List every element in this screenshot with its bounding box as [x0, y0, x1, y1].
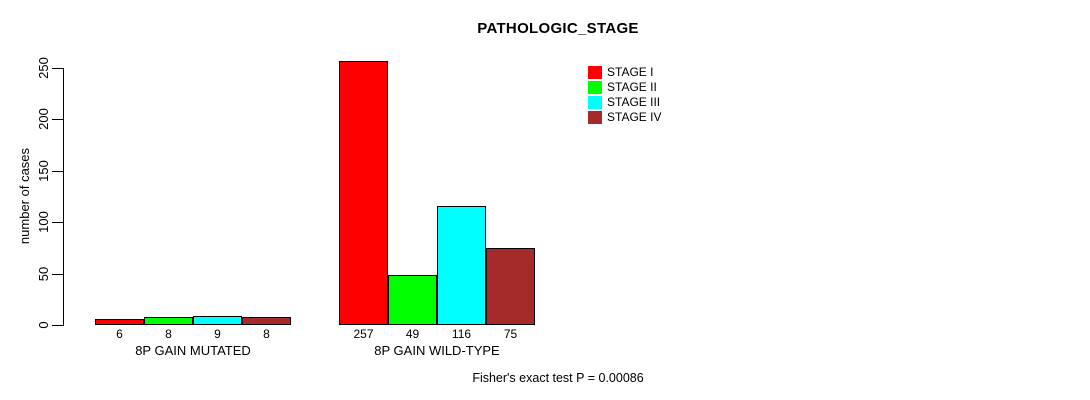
legend-swatch-stage-iii	[588, 96, 602, 109]
legend-swatch-stage-iv	[588, 111, 602, 124]
y-axis-tick-label: 0	[36, 321, 51, 329]
y-axis-tick	[52, 119, 64, 120]
legend-swatch-stage-ii	[588, 81, 602, 94]
legend-item-stage-i: STAGE I	[588, 66, 661, 79]
legend-item-stage-ii: STAGE II	[588, 81, 661, 94]
y-axis-tick-label: 50	[36, 266, 51, 282]
legend-label: STAGE II	[607, 80, 657, 94]
legend-item-stage-iii: STAGE III	[588, 96, 661, 109]
chart-title: PATHOLOGIC_STAGE	[477, 20, 639, 37]
y-axis-tick	[52, 222, 64, 223]
legend-label: STAGE III	[607, 95, 661, 109]
y-axis-line	[63, 68, 64, 326]
x-axis-category-label: 8P GAIN MUTATED	[135, 343, 251, 358]
bar-value-label: 75	[503, 327, 518, 341]
bar-stage-i-8p-gain-wild-type	[339, 61, 388, 325]
y-axis-tick-label: 200	[36, 108, 51, 130]
y-axis-tick-label: 150	[36, 160, 51, 182]
bar-stage-i-8p-gain-mutated	[95, 319, 144, 325]
y-axis-tick-label: 100	[36, 211, 51, 233]
bar-stage-iii-8p-gain-wild-type	[437, 206, 486, 325]
bar-stage-iv-8p-gain-wild-type	[486, 248, 535, 325]
bar-stage-iv-8p-gain-mutated	[242, 317, 291, 325]
legend-item-stage-iv: STAGE IV	[588, 111, 661, 124]
bar-stage-iii-8p-gain-mutated	[193, 316, 242, 325]
bar-value-label: 8	[165, 327, 172, 341]
fisher-test-annotation: Fisher's exact test P = 0.00086	[472, 371, 644, 385]
legend-label: STAGE IV	[607, 110, 662, 124]
bar-value-label: 6	[116, 327, 123, 341]
y-axis-tick-label: 250	[36, 57, 51, 79]
bar-value-label: 257	[353, 327, 374, 341]
y-axis-tick	[52, 171, 64, 172]
legend-label: STAGE I	[607, 65, 654, 79]
bar-value-label: 9	[214, 327, 221, 341]
y-axis-tick	[52, 274, 64, 275]
y-axis-tick	[52, 325, 64, 326]
y-axis-tick	[52, 68, 64, 69]
x-axis-category-label: 8P GAIN WILD-TYPE	[374, 343, 500, 358]
bar-value-label: 116	[451, 327, 472, 341]
legend: STAGE I STAGE II STAGE III STAGE IV	[588, 66, 661, 126]
bar-stage-ii-8p-gain-wild-type	[388, 275, 437, 325]
bar-value-label: 49	[405, 327, 420, 341]
bar-value-label: 8	[263, 327, 270, 341]
bar-stage-ii-8p-gain-mutated	[144, 317, 193, 325]
legend-swatch-stage-i	[588, 66, 602, 79]
y-axis-label: number of cases	[17, 147, 32, 245]
